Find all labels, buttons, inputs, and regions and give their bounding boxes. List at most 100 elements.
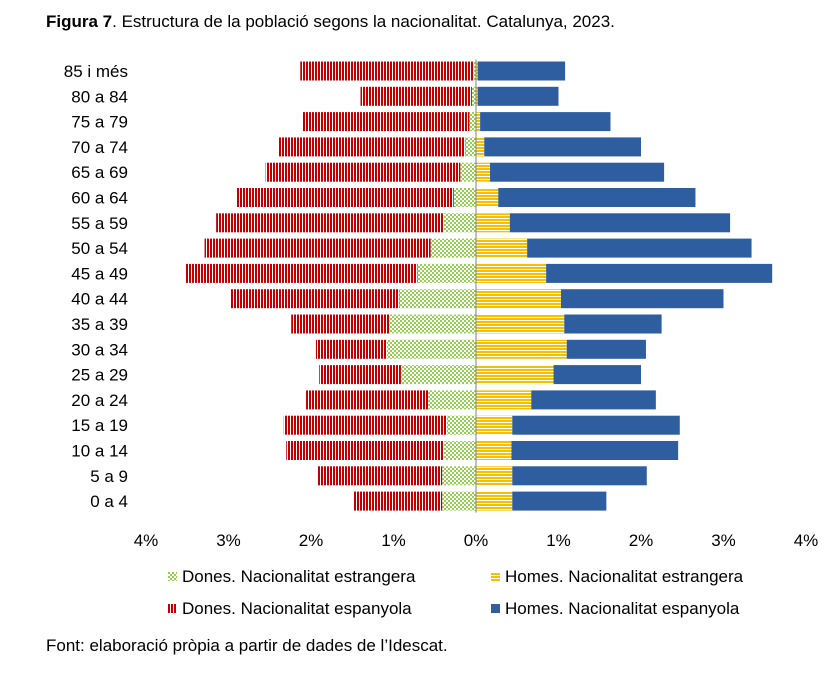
bar-homes-espanyola-35-a-39 [564, 314, 662, 334]
bar-homes-estrangera-40-a-44 [476, 289, 561, 309]
bar-dones-espanyola-35-a-39 [291, 314, 390, 334]
figure-title: Figura 7. Estructura de la població sego… [46, 12, 615, 32]
legend-label-dones-nacionalitat-estrangera: Dones. Nacionalitat estrangera [182, 567, 416, 586]
bar-dones-estrangera-55-a-59 [443, 213, 476, 233]
bar-dones-espanyola-65-a-69 [265, 162, 461, 182]
bar-dones-estrangera-20-a-24 [428, 390, 476, 410]
bar-dones-estrangera-0-a-4 [442, 491, 476, 511]
bar-dones-estrangera-25-a-29 [400, 365, 476, 385]
bar-homes-estrangera-0-a-4 [476, 491, 513, 511]
bar-homes-estrangera-35-a-39 [476, 314, 565, 334]
bar-homes-espanyola-60-a-64 [498, 188, 696, 207]
bar-dones-estrangera-60-a-64 [453, 188, 476, 207]
category-label-5-a-9: 5 a 9 [90, 467, 128, 486]
bar-dones-estrangera-80-a-84 [471, 86, 476, 106]
category-label-55-a-59: 55 a 59 [71, 214, 128, 233]
bar-dones-estrangera-65-a-69 [460, 162, 476, 182]
bar-homes-espanyola-45-a-49 [546, 263, 773, 283]
legend-swatch-homes-nacionalitat-espanyola [491, 604, 500, 613]
bar-dones-espanyola-55-a-59 [216, 213, 444, 233]
bar-dones-espanyola-45-a-49 [185, 263, 418, 283]
bar-homes-espanyola-70-a-74 [484, 137, 641, 157]
bar-dones-estrangera-45-a-49 [417, 263, 476, 283]
x-tick-label: 1% [381, 531, 406, 550]
bar-dones-espanyola-30-a-34 [315, 339, 387, 359]
x-tick-label: 2% [629, 531, 654, 550]
bar-homes-espanyola-85-i-m-s [477, 61, 566, 81]
legend-label-homes-nacionalitat-estrangera: Homes. Nacionalitat estrangera [505, 567, 744, 586]
x-tick-label: 1% [546, 531, 571, 550]
bar-dones-espanyola-15-a-19 [283, 415, 448, 435]
bar-dones-espanyola-10-a-14 [286, 441, 444, 460]
bar-homes-espanyola-25-a-29 [553, 365, 641, 385]
category-label-10-a-14: 10 a 14 [71, 442, 128, 461]
bar-homes-estrangera-30-a-34 [476, 339, 567, 359]
bar-homes-estrangera-65-a-69 [476, 162, 491, 182]
bar-homes-estrangera-75-a-79 [476, 112, 481, 132]
bar-homes-estrangera-60-a-64 [476, 188, 499, 207]
x-tick-label: 2% [299, 531, 324, 550]
bar-dones-espanyola-50-a-54 [204, 238, 431, 258]
bar-dones-estrangera-30-a-34 [386, 339, 476, 359]
bar-homes-estrangera-20-a-24 [476, 390, 532, 410]
bar-homes-estrangera-15-a-19 [476, 415, 513, 435]
legend-swatch-dones-nacionalitat-estrangera [168, 572, 177, 581]
bar-homes-espanyola-30-a-34 [566, 339, 646, 359]
legend-swatch-dones-nacionalitat-espanyola [168, 604, 177, 613]
category-label-15-a-19: 15 a 19 [71, 416, 128, 435]
bar-dones-espanyola-5-a-9 [317, 466, 443, 486]
bar-homes-estrangera-85-i-m-s [476, 61, 478, 81]
bar-dones-estrangera-75-a-79 [469, 112, 476, 132]
bar-homes-estrangera-55-a-59 [476, 213, 510, 233]
bar-homes-espanyola-65-a-69 [490, 162, 665, 182]
category-label-85-i-m-s: 85 i més [64, 62, 128, 81]
bar-homes-estrangera-70-a-74 [476, 137, 485, 157]
bar-homes-espanyola-80-a-84 [477, 86, 559, 106]
bar-homes-estrangera-45-a-49 [476, 263, 547, 283]
x-tick-label: 4% [134, 531, 159, 550]
bar-dones-estrangera-50-a-54 [430, 238, 476, 258]
bar-dones-estrangera-70-a-74 [465, 137, 476, 157]
bar-homes-estrangera-5-a-9 [476, 466, 513, 486]
legend-label-dones-nacionalitat-espanyola: Dones. Nacionalitat espanyola [182, 599, 412, 618]
bars-group [185, 59, 773, 513]
bar-dones-estrangera-85-i-m-s [473, 61, 476, 81]
category-label-65-a-69: 65 a 69 [71, 163, 128, 182]
bar-dones-espanyola-85-i-m-s [300, 61, 474, 81]
category-label-50-a-54: 50 a 54 [71, 239, 128, 258]
category-label-80-a-84: 80 a 84 [71, 87, 128, 106]
x-tick-label: 3% [216, 531, 241, 550]
bar-homes-espanyola-20-a-24 [531, 390, 656, 410]
bar-homes-estrangera-25-a-29 [476, 365, 554, 385]
bar-homes-espanyola-5-a-9 [512, 466, 647, 486]
bar-homes-espanyola-75-a-79 [480, 112, 611, 132]
x-tick-label: 0% [464, 531, 489, 550]
bar-homes-espanyola-15-a-19 [512, 415, 680, 435]
bar-homes-espanyola-55-a-59 [509, 213, 731, 233]
bar-dones-espanyola-80-a-84 [360, 86, 472, 106]
figure-source: Font: elaboració pròpia a partir de dade… [46, 636, 448, 655]
category-label-45-a-49: 45 a 49 [71, 264, 128, 283]
bar-dones-espanyola-25-a-29 [319, 365, 401, 385]
bar-dones-espanyola-60-a-64 [236, 188, 454, 207]
bar-dones-estrangera-5-a-9 [442, 466, 476, 486]
bar-homes-espanyola-10-a-14 [511, 441, 679, 460]
bar-homes-estrangera-80-a-84 [476, 86, 478, 106]
category-label-30-a-34: 30 a 34 [71, 340, 128, 359]
bar-dones-espanyola-40-a-44 [230, 289, 400, 309]
bar-homes-estrangera-50-a-54 [476, 238, 528, 258]
bar-homes-espanyola-0-a-4 [512, 491, 607, 511]
bar-dones-estrangera-35-a-39 [389, 314, 476, 334]
bar-dones-espanyola-75-a-79 [302, 112, 470, 132]
legend-label-homes-nacionalitat-espanyola: Homes. Nacionalitat espanyola [505, 599, 740, 618]
bar-dones-espanyola-0-a-4 [353, 491, 443, 511]
category-label-70-a-74: 70 a 74 [71, 138, 128, 157]
category-label-35-a-39: 35 a 39 [71, 315, 128, 334]
bar-dones-estrangera-40-a-44 [399, 289, 476, 309]
x-axis-tick-labels: 4% 3% 2% 1% 0% 1% 2% 3% 4% [134, 531, 819, 550]
legend-swatch-homes-nacionalitat-estrangera [491, 572, 500, 581]
legend: Dones. Nacionalitat estrangera Homes. Nac… [168, 567, 744, 618]
figure-label: Figura 7 [46, 12, 113, 31]
bar-homes-espanyola-50-a-54 [527, 238, 752, 258]
